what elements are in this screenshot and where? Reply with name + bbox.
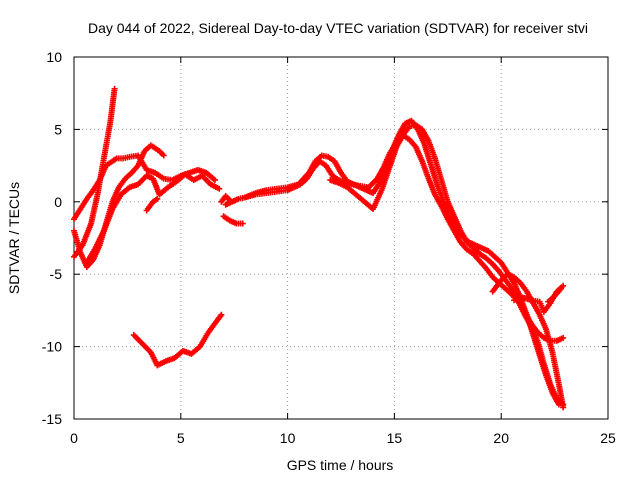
data-point — [216, 185, 223, 192]
x-tick-label: 15 — [387, 430, 403, 446]
y-tick-labels: -15 -10 -5 0 5 10 — [42, 49, 62, 427]
series-track-j — [241, 117, 562, 408]
data-point — [160, 152, 167, 159]
y-tick-label: -10 — [42, 339, 62, 355]
data-point — [154, 195, 161, 202]
data-point — [111, 85, 118, 92]
grid — [74, 57, 608, 419]
series-track-h — [220, 213, 246, 227]
data-point — [560, 404, 567, 411]
series-track-k — [327, 122, 567, 344]
x-tick-label: 5 — [177, 430, 185, 446]
series-track-e — [130, 311, 225, 369]
y-tick-label: 10 — [46, 49, 62, 65]
x-tick-label: 25 — [600, 430, 616, 446]
y-axis-label: SDTVAR / TECUs — [6, 182, 22, 294]
series-track-l — [489, 271, 567, 411]
series-track-f — [143, 195, 161, 214]
data-point — [239, 220, 246, 227]
plot-area-border — [73, 56, 609, 420]
data-point — [560, 334, 567, 341]
chart-title: Day 044 of 2022, Sidereal Day-to-day VTE… — [88, 20, 588, 36]
x-tick-label: 20 — [493, 430, 509, 446]
data-point — [558, 285, 565, 292]
x-tick-label: 10 — [280, 430, 296, 446]
y-tick-label: 0 — [54, 194, 62, 210]
x-tick-labels: 0 5 10 15 20 25 — [70, 430, 616, 446]
data-point — [218, 311, 225, 318]
series-track-b — [71, 85, 118, 260]
data-points — [71, 85, 567, 411]
axis-ticks — [73, 56, 609, 420]
y-tick-label: -15 — [42, 411, 62, 427]
data-point — [555, 401, 562, 408]
series-track-d — [83, 171, 223, 266]
x-axis-label: GPS time / hours — [287, 457, 394, 473]
x-tick-label: 0 — [70, 430, 78, 446]
y-tick-label: 5 — [54, 121, 62, 137]
series-track-n — [545, 285, 565, 305]
data-point — [211, 177, 218, 184]
series-track-g — [218, 193, 233, 205]
y-tick-label: -5 — [50, 266, 63, 282]
